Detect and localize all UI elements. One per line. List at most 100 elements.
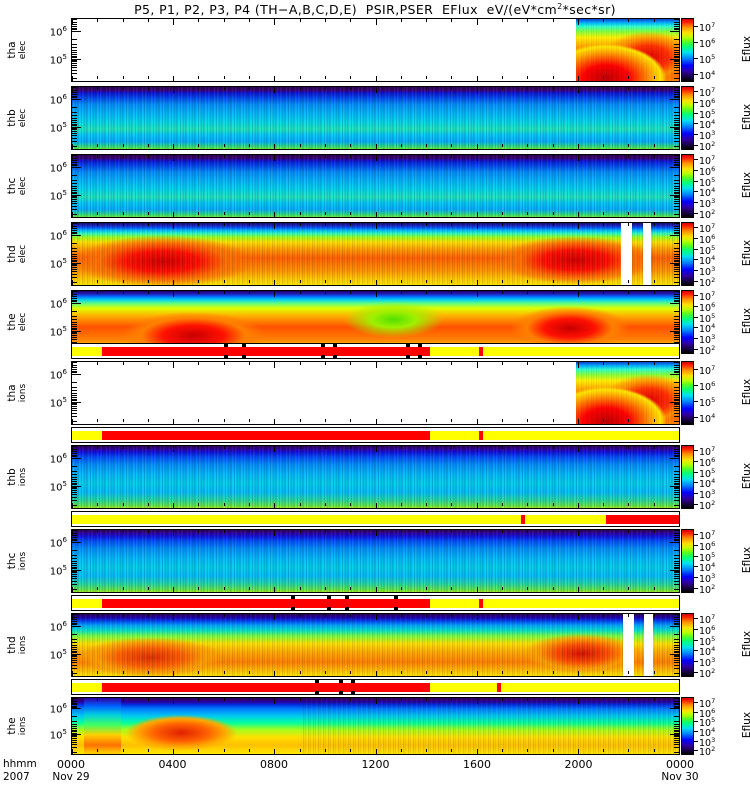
mode-strip-active-region xyxy=(102,682,431,692)
mode-strip-marker xyxy=(393,596,398,599)
colorbar-thc-ions[interactable] xyxy=(681,529,694,593)
panel-label-probe: tha xyxy=(6,41,18,59)
colorbar-tick-label: 104 xyxy=(699,477,716,491)
x-axis-ticks-bottom xyxy=(72,212,679,217)
colorbar-thc-elec[interactable] xyxy=(681,154,694,218)
mode-strip-marker xyxy=(290,607,295,610)
colorbar-ticks xyxy=(694,154,698,218)
spectrogram-panel-thd-elec[interactable] xyxy=(71,222,680,286)
spectrogram-panel-thd-ions[interactable] xyxy=(71,613,680,677)
spectrogram-panel-tha-elec[interactable] xyxy=(71,18,680,82)
y-axis-tick-label: 105 xyxy=(49,480,67,494)
x-axis-year-label: 2007 xyxy=(3,771,30,783)
x-axis-unit-label: hhmm xyxy=(3,758,37,770)
colorbar-ticks xyxy=(694,445,698,509)
mode-strip-active-region xyxy=(102,346,431,356)
colorbar-tick-label: 102 xyxy=(699,140,716,154)
y-axis-ticks xyxy=(72,698,81,754)
panel-label-tha-elec: tha elec xyxy=(6,28,31,72)
colorbar-thd-elec[interactable] xyxy=(681,222,694,286)
colorbar-tick-label: 107 xyxy=(699,290,716,304)
y-axis-tick-label: 105 xyxy=(49,564,67,578)
colorbar-thd-ions[interactable] xyxy=(681,613,694,677)
spectrogram-panel-tha-ions[interactable] xyxy=(71,361,680,425)
colorbar-tick-label: 106 xyxy=(699,97,716,111)
y-axis-ticks-right xyxy=(670,155,679,217)
mode-strip-marker xyxy=(326,607,331,610)
spectrogram-panel-thb-ions[interactable] xyxy=(71,445,680,509)
spectrogram-image xyxy=(72,530,679,592)
mode-strip-strip-thc-ions-mode[interactable] xyxy=(71,595,680,611)
y-axis-tick-label: 105 xyxy=(49,257,67,271)
spectrogram-panel-the-ions[interactable] xyxy=(71,697,680,755)
y-axis-tick-label: 105 xyxy=(49,325,67,339)
mode-strip-marker xyxy=(320,355,325,358)
mode-strip-strip-thb-ions-mode[interactable] xyxy=(71,511,680,527)
mode-strip-strip-tha-ions-mode[interactable] xyxy=(71,427,680,443)
spectrogram-plot-area xyxy=(72,155,679,217)
mode-strip-marker xyxy=(405,344,410,347)
colorbar-thb-elec[interactable] xyxy=(681,86,694,150)
mode-strip-strip-thd-ions-mode[interactable] xyxy=(71,679,680,695)
x-axis-start-date: Nov 29 xyxy=(52,771,90,783)
y-axis-tick-label: 106 xyxy=(49,702,67,716)
colorbar-the-ions[interactable] xyxy=(681,697,694,755)
colorbar-tha-elec[interactable] xyxy=(681,18,694,82)
colorbar-tick-label: 105 xyxy=(699,312,716,326)
mode-strip-accent-mark xyxy=(521,514,526,524)
spectrogram-plot-area xyxy=(72,362,679,424)
y-axis-ticks xyxy=(72,223,81,285)
x-axis-tick-label: 0000 xyxy=(57,758,85,771)
colorbar-tick-label: 104 xyxy=(699,322,716,336)
mode-strip-strip-elec-mode[interactable] xyxy=(71,343,680,359)
y-axis-ticks-right xyxy=(670,614,679,676)
mode-strip-accent-mark xyxy=(478,346,483,356)
colorbar-tha-ions[interactable] xyxy=(681,361,694,425)
spectrogram-panel-thc-ions[interactable] xyxy=(71,529,680,593)
mode-strip-active-region xyxy=(102,598,431,608)
spectrogram-no-data-region xyxy=(72,19,576,81)
spectrogram-panel-thb-elec[interactable] xyxy=(71,86,680,150)
spectrogram-image xyxy=(72,698,679,754)
panel-label-species: ions xyxy=(18,551,28,571)
colorbar-ticks xyxy=(694,529,698,593)
colorbar-thb-ions[interactable] xyxy=(681,445,694,509)
x-axis-tick-label: 0000 xyxy=(666,758,694,771)
colorbar-tick-label: 105 xyxy=(699,108,716,122)
colorbar-title: Eflux xyxy=(741,378,750,406)
y-axis-ticks xyxy=(72,362,81,424)
x-axis-ticks-bottom xyxy=(72,749,679,754)
panel-label-probe: thb xyxy=(6,468,18,486)
spectrogram-image xyxy=(72,291,679,353)
y-axis-tick-label: 106 xyxy=(49,536,67,550)
spectrogram-image xyxy=(72,223,679,285)
spectrogram-panel-thc-elec[interactable] xyxy=(71,154,680,218)
x-axis-tick-label: 1200 xyxy=(361,758,390,771)
mode-strip-marker xyxy=(223,355,228,358)
colorbar-tick-label: 103 xyxy=(699,265,716,279)
colorbar-tick-label: 106 xyxy=(699,456,716,470)
colorbar-tick-label: 106 xyxy=(699,540,716,554)
colorbar-title: Eflux xyxy=(741,630,750,658)
spectrogram-noise-overlay xyxy=(72,223,679,285)
x-axis-ticks-bottom xyxy=(72,419,679,424)
colorbar-the-elec[interactable] xyxy=(681,290,694,354)
mode-strip-background xyxy=(72,514,679,524)
panel-label-probe: the xyxy=(6,717,18,735)
panel-label-species: elec xyxy=(18,244,28,264)
y-axis-ticks-right xyxy=(670,698,679,754)
colorbar-tick-label: 106 xyxy=(699,624,716,638)
colorbar-tick-label: 102 xyxy=(699,667,716,681)
colorbar-tick-label: 102 xyxy=(699,499,716,513)
mode-strip-marker xyxy=(417,355,422,358)
mode-strip-marker xyxy=(314,691,319,694)
panel-label-thc-elec: thc elec xyxy=(6,164,31,208)
mode-strip-accent-mark xyxy=(478,598,483,608)
y-axis-ticks-right xyxy=(670,362,679,424)
x-axis-ticks-top xyxy=(72,155,679,161)
panel-label-probe: thd xyxy=(6,636,18,654)
x-axis-tick-label: 0800 xyxy=(260,758,288,771)
colorbar-tick-label: 105 xyxy=(699,635,716,649)
colorbar-title: Eflux xyxy=(741,307,750,335)
colorbar-title: Eflux xyxy=(741,711,750,739)
